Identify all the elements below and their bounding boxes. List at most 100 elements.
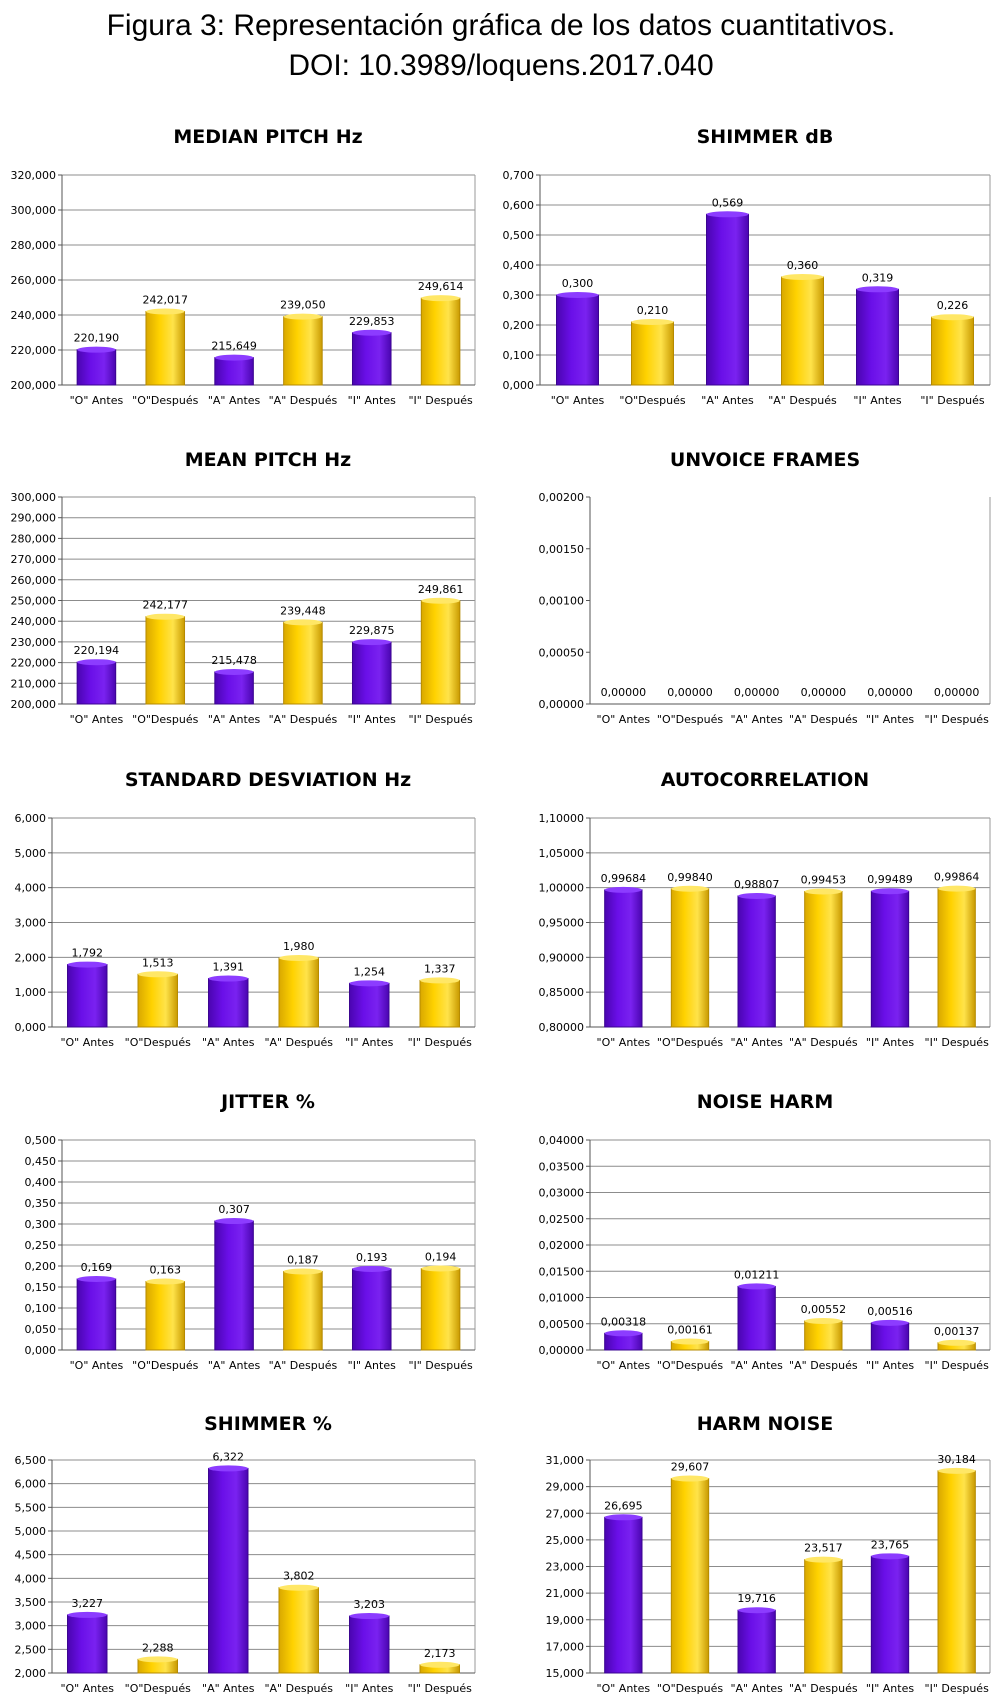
chart-1-category-label-1: "O" Antes (70, 394, 124, 407)
chart-1-bar-6 (420, 297, 461, 386)
chart-2-ytick-label: 0,000 (503, 379, 535, 392)
chart-1-bar-3 (214, 357, 254, 386)
chart-5-ytick-label: 1,000 (15, 986, 47, 999)
chart-10-ytick-label: 15,000 (546, 1667, 585, 1680)
chart-6-bar-4 (804, 890, 843, 1028)
chart-5-data-label-2: 1,513 (142, 956, 174, 969)
chart-2-ytick-label: 0,100 (503, 349, 535, 362)
chart-2-bar-4 (781, 276, 824, 386)
chart-2-bar-1 (556, 294, 599, 386)
chart-7-bar-1 (76, 1278, 117, 1351)
chart-2-ytick-label: 0,500 (503, 229, 535, 242)
chart-6-bar-1 (604, 889, 643, 1028)
chart-6-ytick-label: 0,90000 (539, 951, 585, 964)
chart-10-ytick-label: 29,000 (546, 1481, 585, 1494)
chart-7-ytick-label: 0,400 (25, 1176, 57, 1189)
chart-7-bar-top-1 (77, 1276, 116, 1283)
chart-1-data-label-5: 229,853 (349, 315, 395, 328)
chart-3-category-label-5: "I" Antes (348, 713, 396, 726)
chart-3-bar-6 (420, 600, 461, 705)
chart-1-data-label-2: 242,017 (143, 293, 189, 306)
chart-10-category-label-5: "I" Antes (866, 1682, 914, 1695)
chart-6-category-label-5: "I" Antes (866, 1036, 914, 1049)
chart-5-ytick-label: 3,000 (15, 917, 47, 930)
chart-10-title: HARM NOISE (697, 1413, 834, 1435)
chart-6-ytick-label: 1,00000 (539, 882, 585, 895)
chart-6-bar-top-2 (671, 885, 709, 892)
chart-10-ytick-label: 17,000 (546, 1640, 585, 1653)
chart-6-ytick-label: 0,95000 (539, 917, 585, 930)
chart-1-data-label-3: 215,649 (211, 340, 257, 353)
chart-10-category-label-4: "A" Después (789, 1682, 858, 1695)
chart-3-bar-5 (351, 641, 392, 705)
chart-5-bar-top-3 (208, 975, 248, 982)
chart-9-data-label-3: 6,322 (213, 1450, 245, 1463)
chart-2-category-label-5: "I" Antes (853, 394, 901, 407)
chart-10-data-label-6: 30,184 (937, 1453, 976, 1466)
chart-9-ytick-label: 3,500 (15, 1596, 47, 1609)
chart-1-ytick-label: 240,000 (11, 309, 57, 322)
chart-4-ytick-label: 0,00150 (539, 543, 585, 556)
chart-9-ytick-label: 3,000 (15, 1620, 47, 1633)
chart-6-ytick-label: 0,85000 (539, 986, 585, 999)
chart-3-data-label-2: 242,177 (143, 599, 189, 612)
chart-7-category-label-1: "O" Antes (70, 1359, 124, 1372)
chart-6-data-label-4: 0,99453 (801, 873, 847, 886)
chart-9-category-label-2: "O"Después (125, 1682, 191, 1695)
chart-2-data-label-6: 0,226 (937, 299, 969, 312)
chart-1-bar-top-5 (352, 329, 392, 336)
chart-8-category-label-5: "I" Antes (866, 1359, 914, 1372)
chart-5-ytick-label: 6,000 (15, 812, 47, 825)
chart-10-category-label-2: "O"Después (657, 1682, 723, 1695)
chart-6-bar-top-1 (604, 886, 642, 893)
chart-1-category-label-2: "O"Después (132, 394, 198, 407)
chart-4-category-label-3: "A" Antes (730, 713, 783, 726)
chart-5-category-label-2: "O"Después (125, 1036, 191, 1049)
chart-8-bar-top-4 (804, 1318, 842, 1325)
chart-3-bar-top-5 (352, 639, 392, 646)
chart-5-ytick-label: 2,000 (15, 951, 47, 964)
chart-7-data-label-6: 0,194 (425, 1251, 457, 1264)
chart-10-bar-top-5 (871, 1553, 909, 1560)
figure-title-line-1: Figura 3: Representación gráfica de los … (106, 9, 896, 42)
chart-10-data-label-1: 26,695 (604, 1499, 643, 1512)
chart-6-category-label-4: "A" Después (789, 1036, 858, 1049)
chart-6-bar-2 (670, 888, 710, 1028)
chart-10-data-label-5: 23,765 (871, 1538, 910, 1551)
chart-8-bar-3 (737, 1285, 776, 1351)
chart-8-category-label-1: "O" Antes (597, 1359, 651, 1372)
chart-5-bar-4 (278, 957, 319, 1028)
chart-7-bar-2 (145, 1281, 186, 1351)
chart-5-bar-top-2 (138, 971, 178, 978)
chart-8-ytick-label: 0,02000 (539, 1239, 585, 1252)
chart-2-bar-top-4 (781, 274, 824, 280)
chart-6-bar-top-4 (804, 888, 842, 895)
chart-7-ytick-label: 0,200 (25, 1260, 57, 1273)
chart-8-category-label-6: "I" Después (925, 1359, 990, 1372)
chart-4-ytick-label: 0,00100 (539, 595, 585, 608)
chart-9-category-label-4: "A" Después (264, 1682, 333, 1695)
chart-9-category-label-6: "I" Después (408, 1682, 473, 1695)
chart-9-bar-top-2 (138, 1656, 178, 1663)
chart-1-title: MEDIAN PITCH Hz (173, 126, 362, 148)
chart-7-bar-5 (351, 1268, 392, 1351)
chart-2-data-label-1: 0,300 (562, 277, 594, 290)
chart-9-data-label-6: 2,173 (424, 1647, 456, 1660)
chart-6-ytick-label: 1,05000 (539, 847, 585, 860)
chart-5-bar-6 (419, 979, 460, 1028)
chart-9-ytick-label: 4,000 (15, 1572, 47, 1585)
chart-8-data-label-5: 0,00516 (867, 1305, 913, 1318)
chart-8-bar-5 (870, 1322, 910, 1351)
chart-9-ytick-label: 6,000 (15, 1478, 47, 1491)
chart-3-bar-top-4 (283, 619, 323, 626)
chart-7-data-label-3: 0,307 (218, 1203, 250, 1216)
chart-4-data-label-6: 0,00000 (934, 686, 980, 699)
chart-9-bar-4 (278, 1587, 319, 1674)
chart-5-data-label-5: 1,254 (354, 965, 386, 978)
chart-9-category-label-5: "I" Antes (345, 1682, 393, 1695)
chart-3-category-label-2: "O"Después (132, 713, 198, 726)
chart-9-ytick-label: 6,500 (15, 1454, 47, 1467)
chart-7-data-label-4: 0,187 (287, 1253, 319, 1266)
chart-7-bar-top-4 (283, 1268, 323, 1275)
